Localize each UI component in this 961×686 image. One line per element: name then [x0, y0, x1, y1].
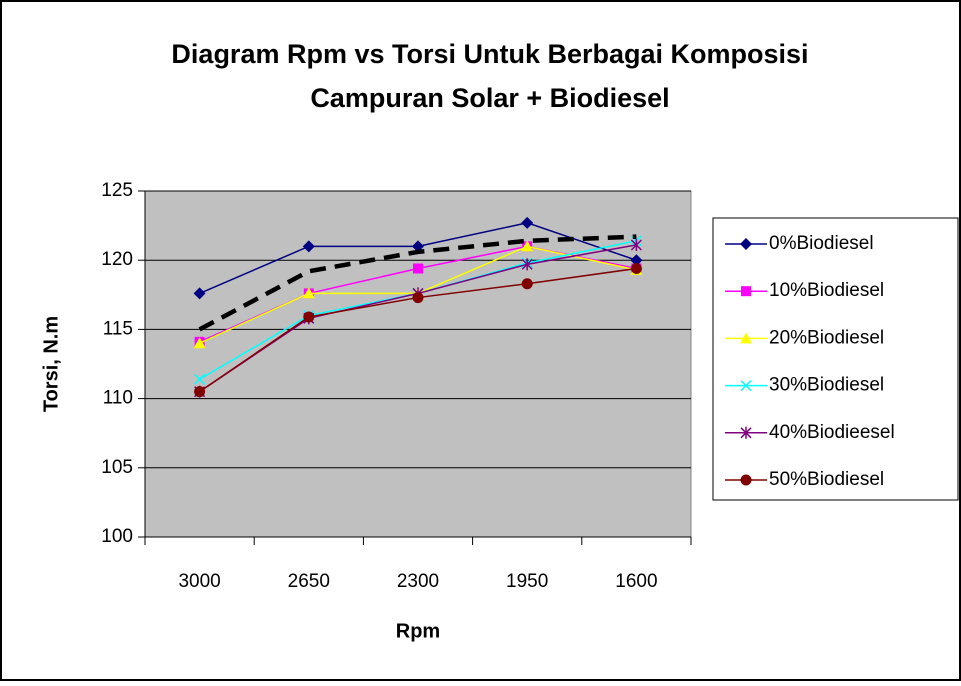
marker	[740, 238, 752, 250]
legend-label: 40%Biodieesel	[769, 422, 895, 443]
marker	[740, 474, 752, 486]
x-tick-label: 2300	[397, 571, 439, 592]
y-tick-label: 120	[101, 249, 133, 270]
marker	[741, 286, 751, 297]
marker	[193, 337, 206, 349]
marker	[521, 240, 534, 252]
marker	[194, 373, 206, 385]
x-tick-label: 1600	[615, 571, 657, 592]
legend-label: 50%Biodiesel	[769, 469, 884, 490]
y-tick-label: 110	[103, 388, 133, 409]
x-tick-label: 1950	[506, 571, 548, 592]
marker	[521, 278, 533, 290]
marker	[630, 254, 643, 267]
marker	[302, 287, 315, 299]
marker	[521, 216, 534, 229]
marker	[630, 263, 642, 275]
marker	[413, 263, 423, 274]
y-axis-label: Torsi, N.m	[40, 316, 62, 412]
legend-label: 20%Biodiesel	[769, 327, 884, 348]
x-axis-label: Rpm	[396, 620, 440, 642]
legend-label: 0%Biodiesel	[769, 233, 874, 254]
marker	[194, 386, 206, 398]
marker	[303, 311, 315, 323]
marker	[630, 238, 642, 251]
marker	[193, 287, 206, 300]
legend-label: 30%Biodiesel	[769, 375, 884, 396]
y-tick-label: 100	[101, 526, 133, 547]
x-tick-label: 3000	[178, 571, 220, 592]
marker	[302, 240, 315, 253]
x-tick-label: 2650	[288, 571, 330, 592]
y-tick-label: 125	[101, 180, 133, 201]
y-tick-label: 115	[103, 318, 133, 339]
marker	[740, 380, 752, 392]
chart-title: Diagram Rpm vs Torsi Untuk Berbagai Komp…	[171, 39, 808, 69]
y-tick-label: 105	[101, 457, 133, 478]
marker	[740, 426, 752, 439]
chart-title: Campuran Solar + Biodiesel	[310, 83, 669, 113]
marker	[521, 258, 533, 271]
legend-label: 10%Biodiesel	[769, 280, 884, 301]
marker	[740, 332, 752, 344]
marker	[412, 292, 424, 304]
legend-box	[712, 217, 959, 501]
trendline	[198, 234, 637, 332]
